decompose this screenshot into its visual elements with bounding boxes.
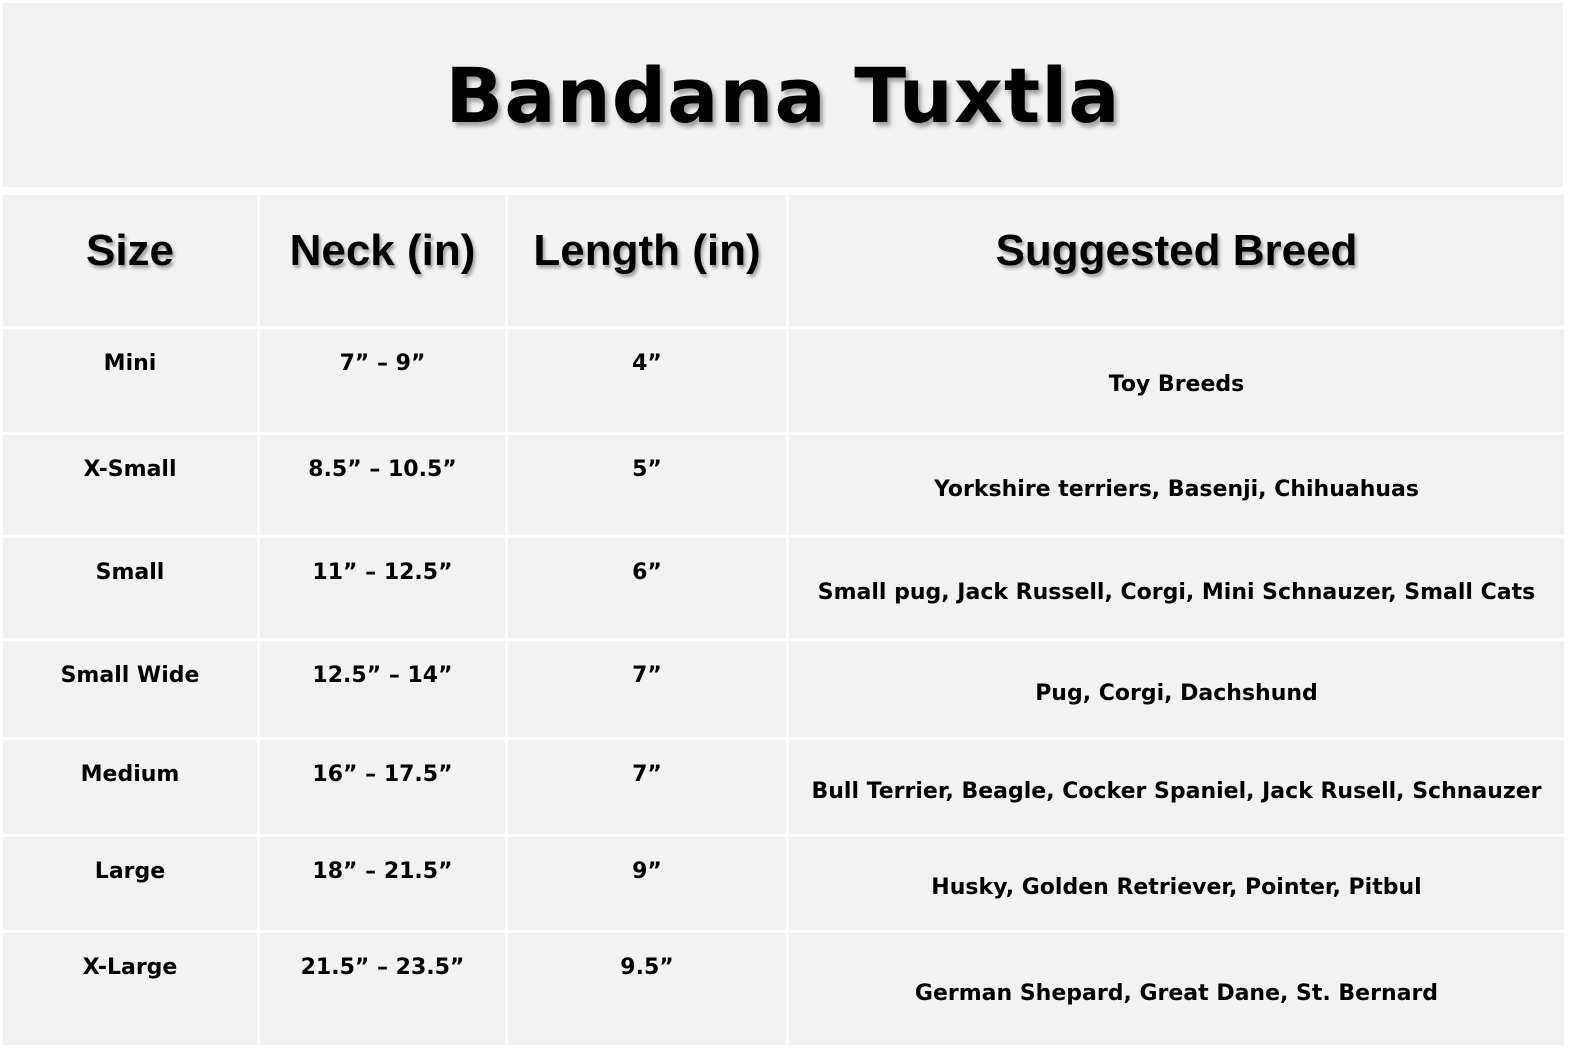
table-row: Mini 7” – 9” 4” Toy Breeds <box>3 329 1564 432</box>
cell-length: 7” <box>508 641 786 737</box>
header-suggested-breed: Suggested Breed <box>789 195 1564 326</box>
cell-size: Large <box>3 837 257 930</box>
cell-length: 9.5” <box>508 933 786 1045</box>
size-chart-table: Size Neck (in) Length (in) Suggested Bre… <box>0 192 1567 1048</box>
table-row: Small 11” – 12.5” 6” Small pug, Jack Russel… <box>3 538 1564 638</box>
cell-breed: Husky, Golden Retriever, Pointer, Pitbul <box>789 837 1564 930</box>
table-row: X-Small 8.5” – 10.5” 5” Yorkshire terriers,… <box>3 435 1564 535</box>
title-banner: Bandana Tuxtla <box>3 3 1563 187</box>
cell-neck: 18” – 21.5” <box>260 837 505 930</box>
page-title: Bandana Tuxtla <box>445 50 1121 140</box>
table-row: Medium 16” – 17.5” 7” Bull Terrier, Beagle,… <box>3 740 1564 834</box>
cell-breed: Bull Terrier, Beagle, Cocker Spaniel, Ja… <box>789 740 1564 834</box>
cell-length: 5” <box>508 435 786 535</box>
cell-breed: German Shepard, Great Dane, St. Bernard <box>789 933 1564 1045</box>
cell-length: 6” <box>508 538 786 638</box>
cell-neck: 8.5” – 10.5” <box>260 435 505 535</box>
table-row: Small Wide 12.5” – 14” 7” Pug, Corgi, Dachs… <box>3 641 1564 737</box>
table-row: Large 18” – 21.5” 9” Husky, Golden Retrieve… <box>3 837 1564 930</box>
cell-breed: Toy Breeds <box>789 329 1564 432</box>
cell-breed: Pug, Corgi, Dachshund <box>789 641 1564 737</box>
header-length: Length (in) <box>508 195 786 326</box>
header-row: Size Neck (in) Length (in) Suggested Bre… <box>3 195 1564 326</box>
cell-neck: 12.5” – 14” <box>260 641 505 737</box>
header-size: Size <box>3 195 257 326</box>
table-row: X-Large 21.5” – 23.5” 9.5” German Shepard, … <box>3 933 1564 1045</box>
cell-length: 4” <box>508 329 786 432</box>
cell-size: X-Large <box>3 933 257 1045</box>
cell-size: Mini <box>3 329 257 432</box>
cell-neck: 11” – 12.5” <box>260 538 505 638</box>
cell-size: X-Small <box>3 435 257 535</box>
cell-size: Small <box>3 538 257 638</box>
cell-size: Small Wide <box>3 641 257 737</box>
cell-breed: Yorkshire terriers, Basenji, Chihuahuas <box>789 435 1564 535</box>
cell-size: Medium <box>3 740 257 834</box>
header-neck: Neck (in) <box>260 195 505 326</box>
cell-length: 9” <box>508 837 786 930</box>
cell-neck: 16” – 17.5” <box>260 740 505 834</box>
cell-neck: 7” – 9” <box>260 329 505 432</box>
cell-neck: 21.5” – 23.5” <box>260 933 505 1045</box>
cell-length: 7” <box>508 740 786 834</box>
cell-breed: Small pug, Jack Russell, Corgi, Mini Sch… <box>789 538 1564 638</box>
